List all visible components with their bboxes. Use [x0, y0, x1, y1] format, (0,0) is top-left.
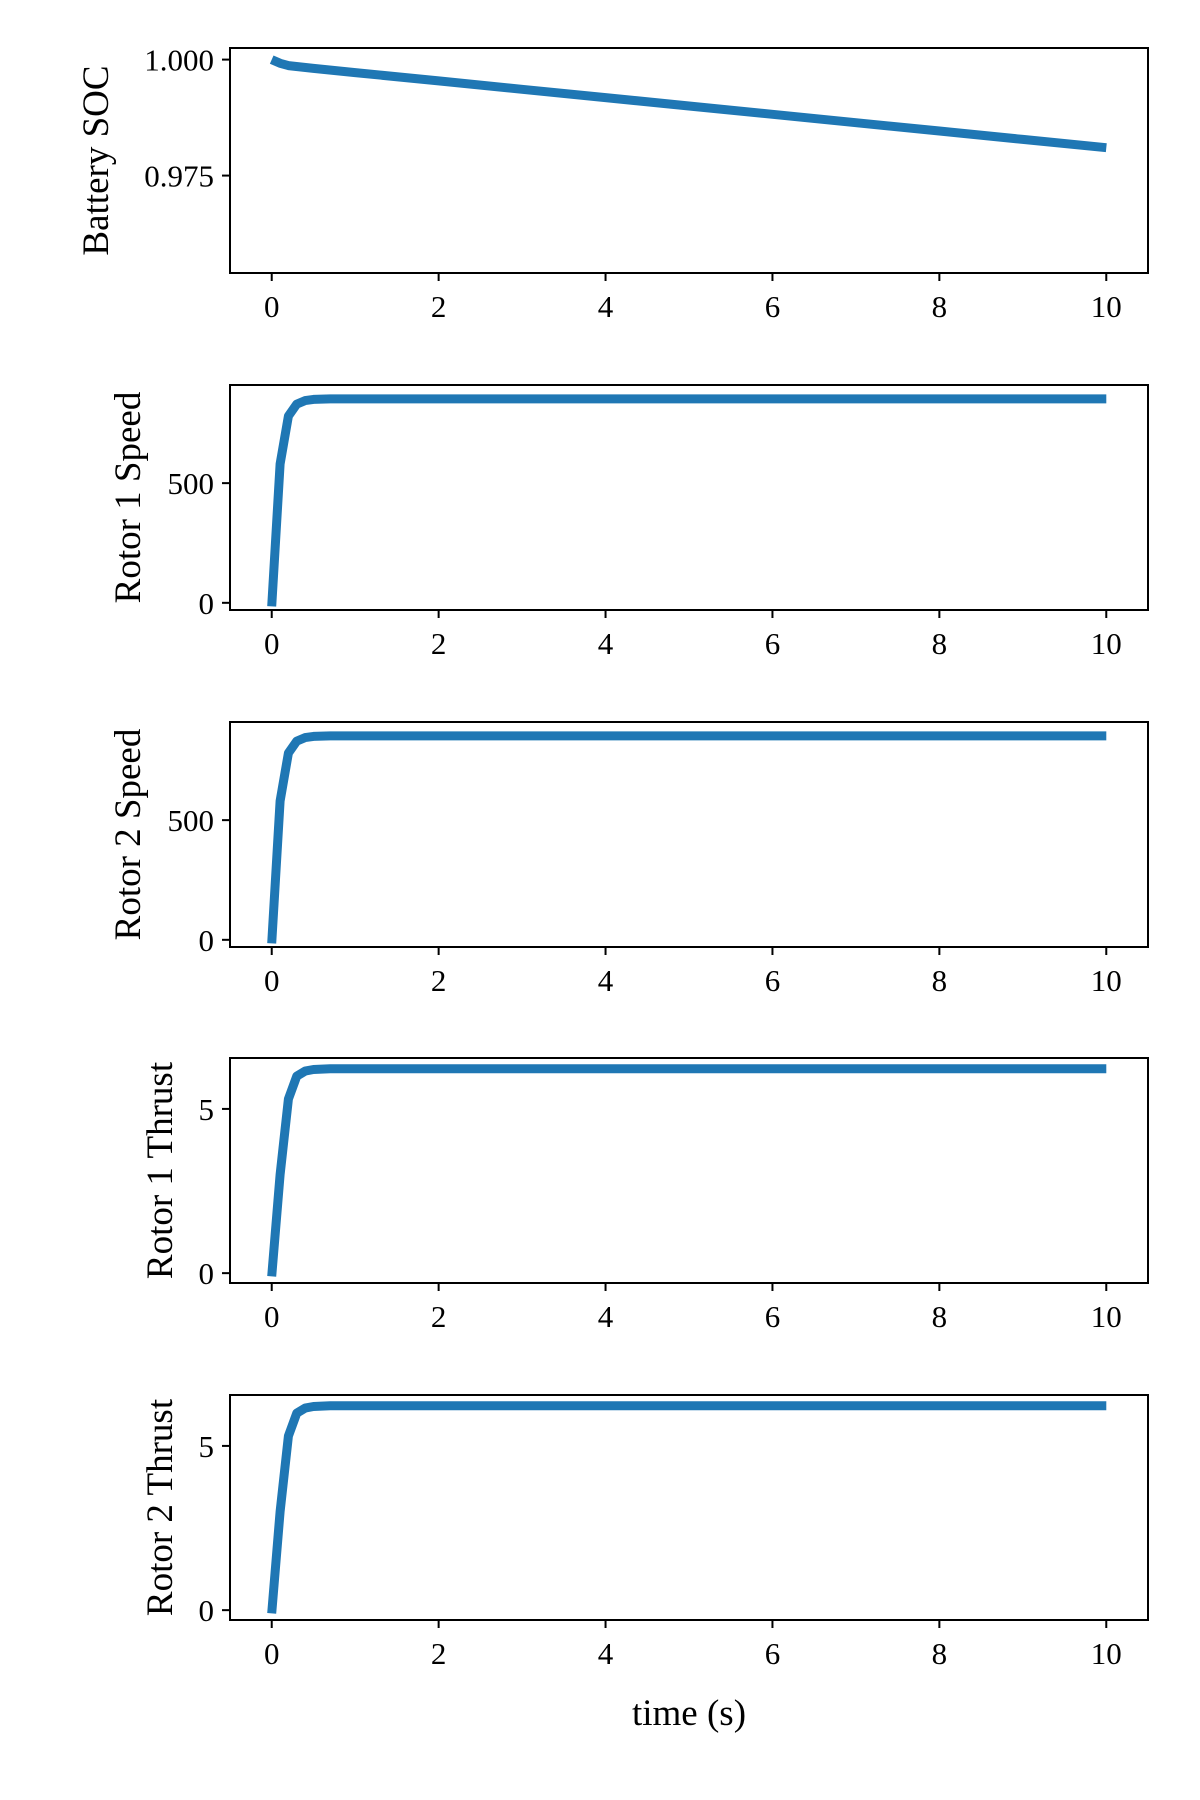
x-tick-label: 2 — [431, 626, 447, 661]
series-line-0 — [267, 731, 1107, 944]
y-tick-label: 0.975 — [144, 159, 214, 194]
plot-frame — [229, 47, 1149, 274]
y-tick-label: 0 — [199, 1256, 215, 1291]
subplot-battery-soc: 0 2 4 6 8 10 1.000 0.975 Battery SOC — [76, 43, 1149, 324]
x-tick-label: 8 — [932, 626, 948, 661]
subplot-rotor-1-thrust: 0 2 4 6 8 10 0 5 Rotor 1 Thrust — [140, 1057, 1149, 1334]
x-tick-label: 2 — [431, 289, 447, 324]
y-tick-label: 500 — [168, 803, 215, 838]
x-tick-label: 4 — [598, 1299, 614, 1334]
x-tick-label: 0 — [264, 626, 280, 661]
y-tick-label: 0 — [199, 1593, 215, 1628]
x-tick-label: 10 — [1091, 1636, 1122, 1671]
x-tick-label: 0 — [264, 1636, 280, 1671]
x-tick-label: 4 — [598, 1636, 614, 1671]
x-tick-label: 8 — [932, 289, 948, 324]
series-line-0 — [267, 1401, 1107, 1614]
x-tick-label: 8 — [932, 963, 948, 998]
series-line-0 — [267, 1064, 1107, 1277]
y-tick-label: 0 — [199, 923, 215, 958]
x-tick-label: 2 — [431, 1299, 447, 1334]
y-axis-label: Rotor 1 Speed — [108, 391, 149, 603]
x-tick-label: 4 — [598, 626, 614, 661]
y-tick-label: 1.000 — [144, 43, 214, 78]
x-axis-label: time (s) — [632, 1693, 746, 1734]
x-tick-label: 6 — [765, 1636, 781, 1671]
x-tick-label: 10 — [1091, 963, 1122, 998]
x-tick-label: 6 — [765, 1299, 781, 1334]
plot-frame — [229, 721, 1149, 948]
y-axis-label: Rotor 2 Thrust — [140, 1398, 181, 1616]
series-line-0 — [269, 55, 1107, 153]
x-tick-label: 8 — [932, 1299, 948, 1334]
x-tick-label: 4 — [598, 289, 614, 324]
x-tick-label: 10 — [1091, 1299, 1122, 1334]
x-tick-label: 8 — [932, 1636, 948, 1671]
y-axis-label: Rotor 2 Speed — [108, 728, 149, 940]
x-tick-label: 0 — [264, 1299, 280, 1334]
subplot-rotor-2-speed: 0 2 4 6 8 10 0 500 Rotor 2 Speed — [108, 721, 1149, 998]
x-tick-label: 6 — [765, 963, 781, 998]
x-tick-label: 10 — [1091, 289, 1122, 324]
x-tick-label: 2 — [431, 1636, 447, 1671]
x-tick-label: 6 — [765, 289, 781, 324]
plot-frame — [229, 384, 1149, 611]
series-line-0 — [267, 394, 1107, 607]
y-tick-label: 0 — [199, 586, 215, 621]
x-tick-label: 2 — [431, 963, 447, 998]
subplot-rotor-1-speed: 0 2 4 6 8 10 0 500 Rotor 1 Speed — [108, 384, 1149, 661]
x-tick-label: 0 — [264, 963, 280, 998]
y-axis-label: Rotor 1 Thrust — [140, 1061, 181, 1279]
y-axis-label: Battery SOC — [76, 65, 117, 255]
y-tick-label: 5 — [199, 1429, 215, 1464]
x-tick-label: 0 — [264, 289, 280, 324]
y-tick-label: 500 — [168, 466, 215, 501]
x-tick-label: 10 — [1091, 626, 1122, 661]
x-tick-label: 4 — [598, 963, 614, 998]
plot-frame — [229, 1394, 1149, 1621]
y-tick-label: 5 — [199, 1092, 215, 1127]
subplot-rotor-2-thrust: 0 2 4 6 8 10 0 5 Rotor 2 Thrust time (s) — [140, 1394, 1149, 1734]
x-tick-label: 6 — [765, 626, 781, 661]
plot-frame — [229, 1057, 1149, 1284]
